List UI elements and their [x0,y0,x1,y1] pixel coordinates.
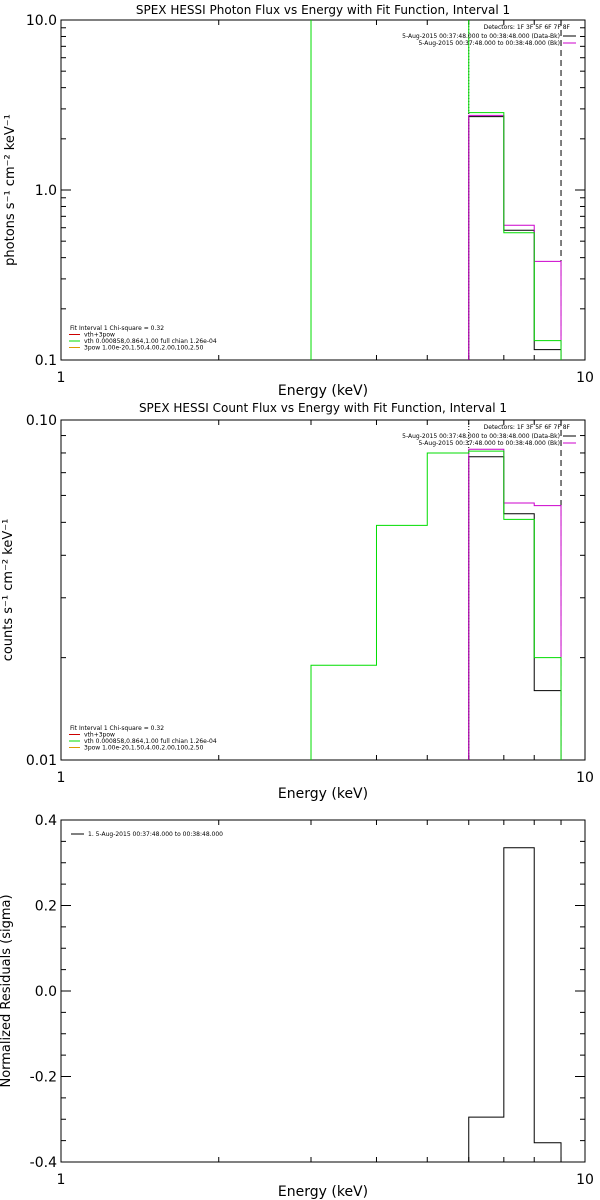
fit-legend-entry: vth 0.000858,0.864,1.00 full chian 1.26e… [84,338,217,345]
y-axis-label: Normalized Residuals (sigma) [0,894,14,1087]
fit-legend-entry: 3pow 1.00e-20,1.50,4.00,2.00,100,2.50 [84,345,204,352]
series-black-step [468,847,562,1162]
y-tick-label: 0.1 [35,353,57,369]
fit-legend-entry: Fit Interval 1 Chi-square = 0.32 [70,725,164,732]
y-tick-label: 10.0 [26,13,57,29]
series-black-step [468,456,562,760]
x-tick-label: 10 [576,370,594,386]
y-tick-label: 0.2 [35,899,57,915]
fit-legend-entry: 3pow 1.00e-20,1.50,4.00,2.00,100,2.50 [84,745,204,752]
x-axis-label: Energy (keV) [278,786,368,802]
plot-frame [60,819,586,1163]
legend-entry: 5-Aug-2015 00:37:48.000 to 00:38:48.000 … [418,40,560,47]
y-tick-label: 0.0 [35,984,57,1000]
fit-legend-entry: vth+3pow [84,732,115,739]
x-tick-label: 1 [57,370,66,386]
x-tick-label: 10 [576,1172,594,1188]
detectors-label: Detectors: 1F 3F 5F 6F 7F 8F [484,24,571,31]
y-axis-label: photons s⁻¹ cm⁻² keV⁻¹ [3,114,18,266]
series-magenta-step [468,448,562,760]
chart-title: SPEX HESSI Count Flux vs Energy with Fit… [139,401,507,415]
y-tick-label: 0.10 [26,413,57,429]
legend-entry: 5-Aug-2015 00:37:48.000 to 00:38:48.000 … [402,433,560,440]
y-tick-label: -0.2 [30,1070,57,1086]
chart-panel-1: 1 10 0.1 1.0 10.0 SPEX HESSI Photon Flux vs E… [3,3,594,399]
x-tick-label: 10 [576,770,594,786]
legend-entry: 1. 5-Aug-2015 00:37:48.000 to 00:38:48.0… [88,831,223,838]
series-green-step [310,450,562,760]
detectors-label: Detectors: 1F 3F 5F 6F 7F 8F [484,424,571,431]
chart-title: SPEX HESSI Photon Flux vs Energy with Fi… [136,3,510,17]
series-green-step [310,20,562,360]
y-tick-label: 0.01 [26,753,57,769]
y-tick-label: 1.0 [35,183,57,199]
x-tick-label: 1 [57,770,66,786]
y-axis-label: counts s⁻¹ cm⁻² keV⁻¹ [1,519,16,662]
fit-legend-entry: vth+3pow [84,332,115,339]
legend-entry: 5-Aug-2015 00:37:48.000 to 00:38:48.000 … [418,440,560,447]
plot-frame [60,19,586,361]
series-magenta-step [468,114,562,360]
fit-legend-entry: vth 0.000858,0.864,1.00 full chian 1.26e… [84,738,217,745]
series-black-step [468,116,562,360]
chart-panel-3: 1 10 -0.4 -0.2 0.0 0.2 0.4 Energy (keV) Normaliz… [0,813,594,1200]
y-tick-label: 0.4 [35,813,57,829]
fit-legend-entry: Fit Interval 1 Chi-square = 0.32 [70,325,164,332]
legend-entry: 5-Aug-2015 00:37:48.000 to 00:38:48.000 … [402,33,560,40]
chart-panel-2: 1 10 0.01 0.10 SPEX HESSI Count Flux vs Ener… [1,401,594,802]
plot-frame [60,419,586,761]
x-axis-label: Energy (keV) [278,383,368,399]
x-axis-label: Energy (keV) [278,1184,368,1200]
x-tick-label: 1 [57,1172,66,1188]
y-tick-label: -0.4 [30,1155,57,1171]
